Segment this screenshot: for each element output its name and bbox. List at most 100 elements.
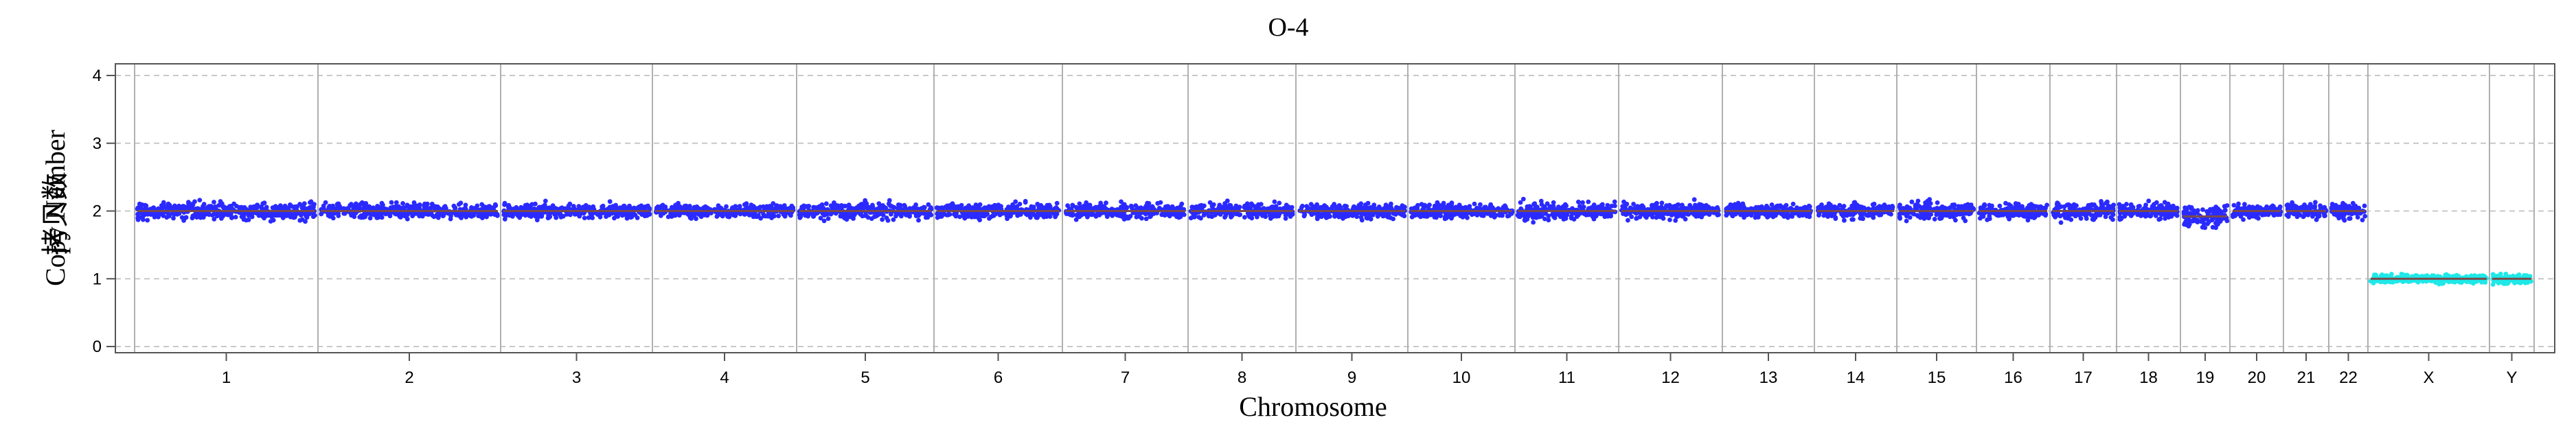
data-point [972,213,977,218]
data-point [2059,220,2064,225]
data-point [1797,213,1801,218]
data-point [546,213,551,218]
data-point [966,203,971,208]
data-point [282,212,287,217]
data-point [2072,202,2077,207]
data-point [202,202,207,207]
data-point [1563,202,1568,207]
data-point [2084,213,2088,218]
data-point [2024,214,2029,219]
data-point [559,213,564,218]
data-point [1488,211,1493,216]
data-point [212,217,216,222]
data-point [1916,199,1921,204]
data-point [311,214,316,219]
data-point [880,212,885,217]
data-point [2117,215,2122,220]
data-point [363,201,368,206]
data-point [1366,201,1371,206]
data-point [1707,212,1712,217]
data-point [262,200,267,205]
data-point [1196,215,1201,220]
data-point [1422,214,1426,219]
data-point [1055,201,1060,206]
data-point [2063,212,2068,217]
data-point [525,202,529,207]
data-point [1683,217,1688,222]
data-point [1092,206,1097,211]
data-point [1041,205,1046,210]
data-point [577,204,582,209]
data-point [1694,214,1698,219]
data-point [1982,202,1987,207]
data-point [1661,216,1666,221]
data-point [839,213,843,218]
data-point [517,215,522,220]
data-point [241,214,246,219]
data-point [1036,204,1041,209]
data-point [149,212,154,217]
data-point [1631,202,1636,207]
data-point [1246,213,1251,218]
data-point [1242,204,1247,209]
data-point [1135,215,1139,220]
data-point [295,204,299,209]
data-point [2068,218,2073,222]
data-point [2225,219,2230,224]
data-point [2200,225,2205,230]
data-point [781,212,786,217]
data-point [1516,214,1521,219]
data-point [1842,204,1847,209]
data-point [1948,205,1952,210]
data-point [220,213,225,218]
data-point [1576,200,1581,204]
data-point [2175,206,2180,211]
data-point [529,214,534,219]
data-point [1054,205,1059,210]
data-point [1290,205,1295,210]
data-point [290,213,295,218]
data-point [582,215,587,220]
data-point [2195,210,2200,215]
data-point [772,213,777,218]
data-point [1521,197,1526,202]
data-point [907,214,912,219]
data-point [1410,215,1415,220]
data-point [363,215,367,220]
data-point [171,216,176,221]
data-point [744,201,749,206]
data-point [1164,212,1169,217]
data-point [394,200,399,205]
data-point [229,204,233,209]
data-point [418,202,422,207]
data-point [269,219,273,224]
data-point [959,203,964,208]
data-point [495,213,500,218]
data-point [218,199,223,204]
data-point [1013,200,1018,204]
data-point [229,215,234,220]
data-point [1667,218,1672,222]
data-point [1360,218,1365,222]
data-point [1270,206,1275,211]
data-point [1770,202,1775,207]
data-point [372,213,376,218]
data-point [2091,218,2096,222]
data-point [774,203,779,208]
data-point [1449,202,1454,207]
data-point [898,205,902,210]
data-point [543,199,548,204]
data-point [1612,204,1617,209]
data-point [2160,204,2165,209]
data-point [216,203,221,208]
data-point [1357,203,1362,208]
data-point [676,204,681,209]
data-point [351,204,356,209]
data-point [2110,218,2115,222]
data-point [2085,205,2090,210]
data-point [2100,204,2105,209]
data-point [157,213,161,218]
data-point [641,212,646,217]
data-point [1781,213,1786,218]
data-point [1901,206,1906,211]
